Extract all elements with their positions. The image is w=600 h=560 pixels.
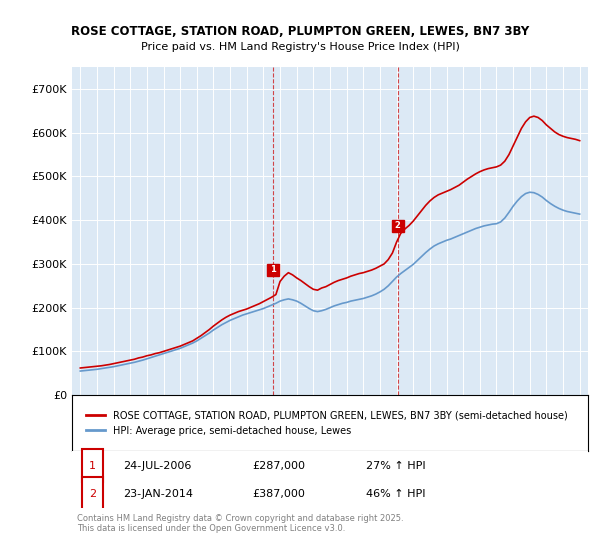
Text: ROSE COTTAGE, STATION ROAD, PLUMPTON GREEN, LEWES, BN7 3BY: ROSE COTTAGE, STATION ROAD, PLUMPTON GRE… xyxy=(71,25,529,38)
Text: 46% ↑ HPI: 46% ↑ HPI xyxy=(366,489,425,499)
Text: Price paid vs. HM Land Registry's House Price Index (HPI): Price paid vs. HM Land Registry's House … xyxy=(140,42,460,52)
Text: 23-JAN-2014: 23-JAN-2014 xyxy=(124,489,194,499)
FancyBboxPatch shape xyxy=(82,477,103,511)
Text: 1: 1 xyxy=(89,460,96,470)
Text: 2: 2 xyxy=(395,221,401,230)
Text: 1: 1 xyxy=(270,265,275,274)
Text: Contains HM Land Registry data © Crown copyright and database right 2025.
This d: Contains HM Land Registry data © Crown c… xyxy=(77,514,404,533)
Text: £387,000: £387,000 xyxy=(253,489,305,499)
Legend: ROSE COTTAGE, STATION ROAD, PLUMPTON GREEN, LEWES, BN7 3BY (semi-detached house): ROSE COTTAGE, STATION ROAD, PLUMPTON GRE… xyxy=(82,407,572,440)
FancyBboxPatch shape xyxy=(82,449,103,483)
Text: 24-JUL-2006: 24-JUL-2006 xyxy=(124,460,192,470)
Text: £287,000: £287,000 xyxy=(253,460,305,470)
Text: 27% ↑ HPI: 27% ↑ HPI xyxy=(366,460,426,470)
Text: 2: 2 xyxy=(89,489,96,499)
